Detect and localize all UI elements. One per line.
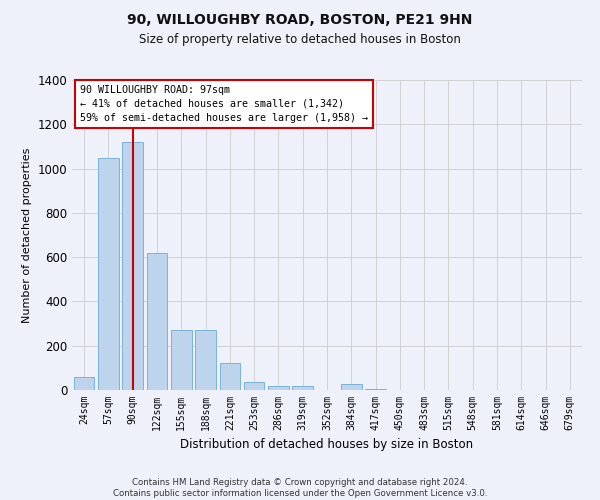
Bar xyxy=(292,386,313,390)
Text: Contains HM Land Registry data © Crown copyright and database right 2024.
Contai: Contains HM Land Registry data © Crown c… xyxy=(113,478,487,498)
Text: 90 WILLOUGHBY ROAD: 97sqm
← 41% of detached houses are smaller (1,342)
59% of se: 90 WILLOUGHBY ROAD: 97sqm ← 41% of detac… xyxy=(80,84,368,122)
Bar xyxy=(244,382,265,390)
Text: Size of property relative to detached houses in Boston: Size of property relative to detached ho… xyxy=(139,32,461,46)
Bar xyxy=(268,386,289,390)
Bar xyxy=(341,384,362,390)
Bar xyxy=(220,364,240,390)
Bar xyxy=(195,330,216,390)
Bar xyxy=(74,376,94,390)
Y-axis label: Number of detached properties: Number of detached properties xyxy=(22,148,32,322)
Bar xyxy=(98,158,119,390)
Text: 90, WILLOUGHBY ROAD, BOSTON, PE21 9HN: 90, WILLOUGHBY ROAD, BOSTON, PE21 9HN xyxy=(127,12,473,26)
X-axis label: Distribution of detached houses by size in Boston: Distribution of detached houses by size … xyxy=(181,438,473,452)
Bar xyxy=(365,389,386,390)
Bar xyxy=(122,142,143,390)
Bar xyxy=(146,252,167,390)
Bar xyxy=(171,330,191,390)
